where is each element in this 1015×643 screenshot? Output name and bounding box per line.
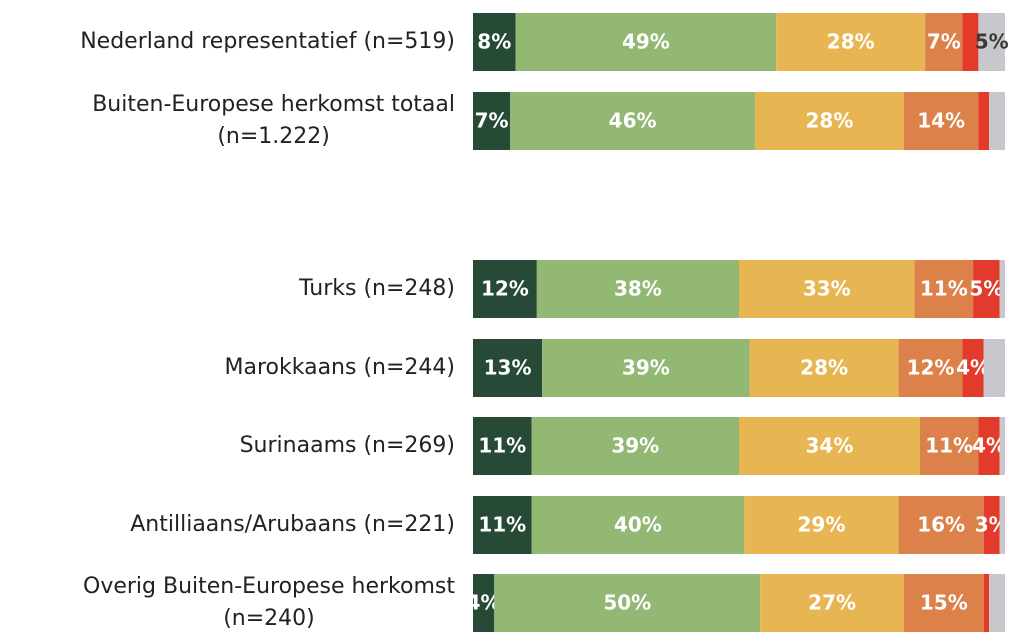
bar-segment [531, 417, 739, 475]
value-label: 38% [614, 277, 662, 301]
value-label: 13% [484, 356, 532, 380]
bar-segment [983, 574, 990, 632]
bar-segment [999, 496, 1005, 554]
value-label: 11% [478, 434, 526, 458]
value-label: 16% [917, 513, 965, 537]
bar-segment [739, 260, 915, 318]
value-label: 12% [481, 277, 529, 301]
bar-segment [473, 574, 495, 632]
value-label: 28% [800, 356, 848, 380]
value-label: 50% [603, 591, 651, 615]
bar-segment [989, 92, 1005, 150]
bar-segment [919, 417, 979, 475]
bar-segment [744, 496, 899, 554]
bar-segment [531, 496, 745, 554]
bar-segment [473, 496, 532, 554]
value-label: 11% [925, 434, 973, 458]
value-label: 5% [975, 30, 1009, 54]
bar-segment [536, 260, 739, 318]
value-label: 14% [917, 109, 965, 133]
bar-segment [739, 417, 920, 475]
bar-segment [925, 13, 963, 71]
value-label: 39% [622, 356, 670, 380]
value-label: 28% [806, 109, 854, 133]
bar-segment [999, 260, 1005, 318]
bar-segment [903, 92, 979, 150]
bar-segment [473, 417, 532, 475]
value-label: 11% [920, 277, 968, 301]
bar-segment [494, 574, 761, 632]
category-label: Turks (n=248) [299, 276, 455, 301]
value-label: 28% [827, 30, 875, 54]
bar-segment [973, 260, 1000, 318]
bar-segment [776, 13, 926, 71]
value-label: 46% [609, 109, 657, 133]
bar-segment [903, 574, 984, 632]
bar-segment [962, 339, 984, 397]
value-label: 34% [806, 434, 854, 458]
category-label: Marokkaans (n=244) [224, 355, 455, 380]
bar-segment [760, 574, 904, 632]
bar-segment [515, 13, 777, 71]
value-label: 15% [920, 591, 968, 615]
value-label: 33% [803, 277, 851, 301]
bar-segment [914, 260, 974, 318]
bar-segment [978, 417, 1000, 475]
bar-segment [983, 339, 1005, 397]
category-label: Buiten-Europese herkomst totaal (n=1.222… [92, 92, 455, 149]
bar-segment [510, 92, 755, 150]
value-label: 39% [611, 434, 659, 458]
value-label: 5% [969, 277, 1003, 301]
value-label: 8% [477, 30, 511, 54]
value-label: 40% [614, 513, 662, 537]
value-label: 49% [622, 30, 670, 54]
bar-segment [473, 92, 511, 150]
bar-segment [962, 13, 979, 71]
bar-segment [983, 496, 1000, 554]
value-label: 7% [927, 30, 961, 54]
value-label: 29% [798, 513, 846, 537]
value-label: 11% [478, 513, 526, 537]
bar-segment [999, 417, 1005, 475]
bar-segment [473, 260, 537, 318]
bar-segment [749, 339, 899, 397]
bar-segment [898, 339, 963, 397]
bar-segment [542, 339, 750, 397]
bar-segment [473, 13, 516, 71]
bar-segment [978, 92, 990, 150]
category-label: Surinaams (n=269) [239, 433, 455, 458]
bar-segment [978, 13, 1005, 71]
bar-segment [989, 574, 1005, 632]
bar-segment [754, 92, 904, 150]
category-label: Overig Buiten-Europese herkomst (n=240) [83, 574, 455, 631]
category-label: Nederland representatief (n=519) [80, 29, 455, 54]
category-label: Antilliaans/Arubaans (n=221) [130, 512, 455, 537]
bar-segment [473, 339, 543, 397]
bar-segment [898, 496, 984, 554]
value-label: 12% [907, 356, 955, 380]
value-label: 27% [808, 591, 856, 615]
value-label: 7% [475, 109, 509, 133]
